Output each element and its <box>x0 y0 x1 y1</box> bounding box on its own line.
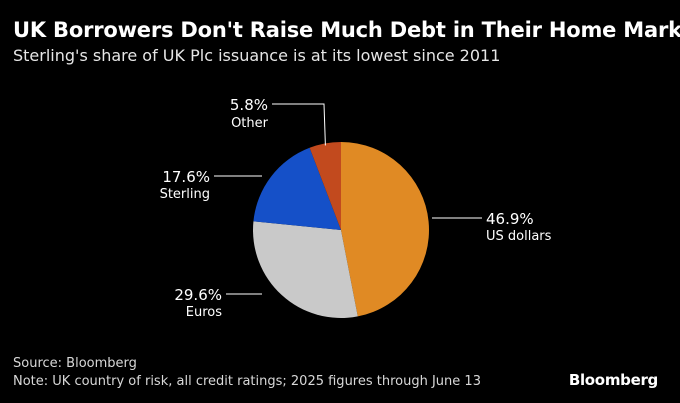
value-label-us-dollars: 46.9% <box>486 210 534 228</box>
value-label-other: 5.8% <box>230 96 268 114</box>
chart-title: UK Borrowers Don't Raise Much Debt in Th… <box>13 18 680 42</box>
value-label-euros: 29.6% <box>174 286 222 304</box>
pie-slice-sterling <box>253 147 341 230</box>
source-note: Source: Bloomberg <box>13 356 137 371</box>
pie-slice-euros <box>253 221 358 318</box>
leader-line-other <box>272 103 326 146</box>
footnote: Note: UK country of risk, all credit rat… <box>13 374 481 389</box>
value-label-sterling: 17.6% <box>162 168 210 186</box>
pie-slice-other <box>309 142 341 230</box>
chart-subtitle: Sterling's share of UK Plc issuance is a… <box>13 46 501 65</box>
category-label-other: Other <box>231 116 269 131</box>
category-label-sterling: Sterling <box>160 187 210 202</box>
category-label-euros: Euros <box>186 305 222 320</box>
pie-slice-us-dollars <box>341 142 430 317</box>
category-label-us-dollars: US dollars <box>486 229 552 244</box>
bloomberg-logo: Bloomberg <box>568 371 658 389</box>
